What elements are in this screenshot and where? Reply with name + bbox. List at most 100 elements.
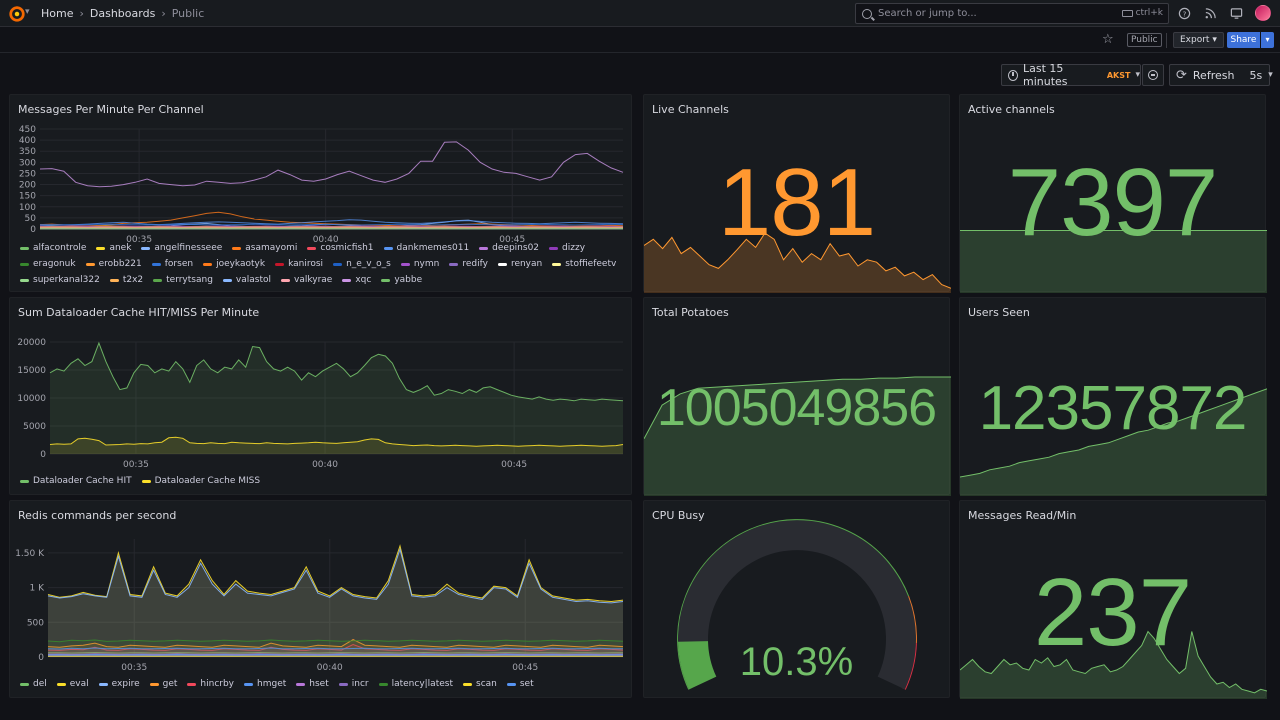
series-line-xqc[interactable] [39,141,624,188]
breadcrumb-current: Public [171,7,205,20]
legend-item[interactable]: terrytsang [153,274,213,286]
panel-title: CPU Busy [652,509,705,522]
legend-item[interactable]: dizzy [549,242,585,254]
legend-item[interactable]: hincrby [187,678,234,690]
sparkline-area [960,388,1267,496]
chevron-down-icon[interactable]: ▾ [25,7,30,17]
sparkline-area [960,230,1267,293]
legend-item[interactable]: del [20,678,47,690]
legend-item[interactable]: hmget [244,678,286,690]
chevron-down-icon[interactable]: ▾ [1268,70,1273,80]
refresh-interval[interactable]: 5s [1249,68,1263,82]
redis-area-chart[interactable]: 0 500 1 K 1.50 K 00:35 00:40 00:45 [10,529,633,679]
legend-item[interactable]: Dataloader Cache MISS [141,475,261,487]
series-line-latency-latest[interactable] [47,639,624,643]
series-line-hset[interactable] [47,653,624,655]
legend-label: hmget [257,679,287,689]
series-line-hincrby[interactable] [47,643,624,651]
breadcrumb-dashboards[interactable]: Dashboards [89,7,156,20]
series-line-eval[interactable] [47,544,624,603]
series-line-forsen[interactable] [40,223,624,226]
series-line-expire[interactable] [47,547,624,604]
search-placeholder: Search or jump to... [878,8,977,19]
legend-item[interactable]: eragonuk [20,258,76,270]
legend-item[interactable]: alfacontrole [20,242,86,254]
zoom-out-button[interactable] [1142,64,1164,86]
panel-messages-per-minute: Messages Per Minute Per Channel 0 50 100 15… [9,94,632,292]
legend-label: redify [462,259,488,269]
legend-item[interactable]: joeykaotyk [203,258,265,270]
legend-item[interactable]: nymn [400,258,439,270]
legend-label: anek [109,243,132,253]
series-line-del[interactable] [47,651,624,654]
legend-item[interactable]: latency|latest [378,678,453,690]
sparkline-line [960,630,1267,694]
dataloader-area-chart[interactable]: 0 5000 10000 15000 20000 00:35 00:40 00:45 [10,326,633,476]
series-line-incr[interactable] [47,654,624,657]
monitor-icon[interactable] [1230,7,1243,20]
legend-item[interactable]: deepins02 [479,242,539,254]
legend-item[interactable]: hset [296,678,329,690]
legend-item[interactable]: stoffiefeetv [552,258,616,270]
legend-label: Dataloader Cache MISS [154,476,261,486]
legend-item[interactable]: xqc [342,274,371,286]
legend-item[interactable]: cosmicfish1 [307,242,374,254]
share-dropdown-button[interactable]: ▾ [1261,32,1274,48]
series-line-hmget[interactable] [47,647,624,650]
legend-item[interactable]: scan [463,678,497,690]
rss-icon[interactable] [1204,7,1217,20]
stat-value: 181 [717,149,876,256]
user-avatar[interactable] [1255,5,1271,21]
panel-title: Messages Read/Min [968,509,1077,522]
legend-item[interactable]: erobb221 [85,258,142,270]
legend-item[interactable]: expire [98,678,140,690]
help-icon[interactable]: ? [1178,7,1191,20]
series-line-dankmemes011[interactable] [39,219,624,227]
legend-item[interactable]: redify [449,258,488,270]
legend-item[interactable]: incr [338,678,369,690]
legend-item[interactable]: valkyrae [281,274,332,286]
legend-label: alfacontrole [33,243,87,253]
legend-item[interactable]: Dataloader Cache HIT [20,475,132,487]
series-line-dataloader-cache-miss[interactable] [49,436,624,447]
series-line-dataloader-cache-hit[interactable] [49,341,624,402]
legend-item[interactable]: yabbe [381,274,422,286]
refresh-button[interactable]: ⟳ Refresh 5s ▾ [1169,64,1273,86]
legend-item[interactable]: get [149,678,177,690]
legend-swatch [151,262,161,266]
share-button[interactable]: Share [1227,32,1260,48]
series-line-set[interactable] [47,654,624,656]
legend-item[interactable]: kanirosi [275,258,323,270]
legend-label: n_e_v_o_s [346,259,391,269]
star-icon[interactable]: ☆ [1102,32,1114,47]
export-button[interactable]: Export ▾ [1173,32,1224,48]
y-tick-label: 400 [19,136,36,146]
legend-item[interactable]: n_e_v_o_s [333,258,391,270]
y-tick-label: 1.50 K [15,549,45,559]
series-line-get[interactable] [47,639,624,648]
x-tick-label: 00:45 [499,235,525,245]
legend-item[interactable]: forsen [151,258,193,270]
legend-item[interactable]: renyan [497,258,542,270]
grafana-logo-icon[interactable] [8,5,26,23]
dashboard-toolbar: ☆ Public Export ▾ Share ▾ [0,27,1280,53]
legend-swatch [20,682,29,686]
series-line-asamayomi[interactable] [39,211,624,227]
legend-item[interactable]: superkanal322 [20,274,100,286]
breadcrumb-home[interactable]: Home [41,7,74,20]
chart-legend: alfacontrole anek angelfinesseee asamayomi c… [20,242,620,286]
legend-item[interactable]: anek [96,242,131,254]
legend-item[interactable]: dankmemes011 [383,242,469,254]
search-input[interactable]: Search or jump to... ctrl+k [855,3,1169,24]
legend-item[interactable]: angelfinesseee [141,242,222,254]
legend-item[interactable]: asamayomi [232,242,297,254]
legend-item[interactable]: eval [56,678,89,690]
legend-item[interactable]: set [506,678,534,690]
time-range-picker[interactable]: Last 15 minutes AKST ▾ [1001,62,1141,88]
x-tick-label: 00:40 [312,460,338,470]
legend-swatch [96,246,106,250]
legend-item[interactable]: valastol [222,274,271,286]
legend-swatch [463,682,472,686]
legend-item[interactable]: t2x2 [109,274,143,286]
